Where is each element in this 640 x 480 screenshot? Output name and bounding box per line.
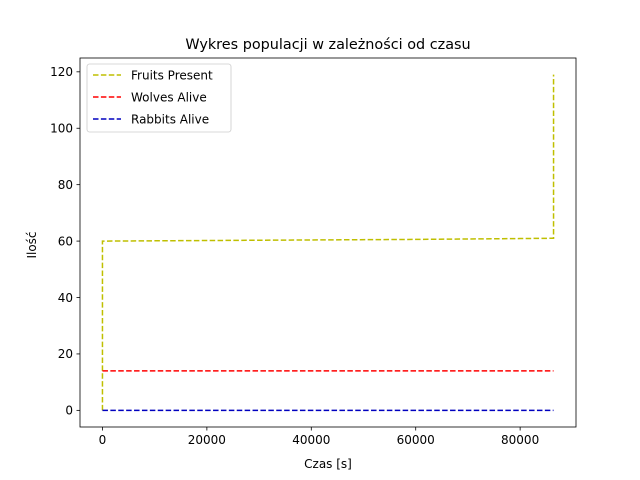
y-tick-label: 80 (58, 178, 73, 192)
x-tick-label: 20000 (188, 433, 226, 447)
y-tick-label: 40 (58, 291, 73, 305)
axes-frame (79, 57, 577, 428)
series-line-fruits-present (101, 74, 555, 411)
y-tick-label: 120 (50, 65, 73, 79)
y-tick-label: 0 (65, 404, 73, 418)
x-tick-label: 60000 (397, 433, 435, 447)
x-tick-label: 0 (99, 433, 107, 447)
x-axis-label: Czas [s] (304, 457, 352, 471)
y-tick-label: 20 (58, 347, 73, 361)
y-tick-label: 60 (58, 234, 73, 248)
y-axis-label: Ilość (25, 231, 39, 258)
x-tick-label: 80000 (501, 433, 539, 447)
legend-label: Wolves Alive (131, 91, 207, 105)
y-tick-label: 100 (50, 122, 73, 136)
legend-label: Fruits Present (131, 69, 213, 83)
legend-label: Rabbits Alive (131, 113, 209, 127)
legend-box (86, 63, 232, 133)
plot-area: 0 20000 40000 60000 80000 0 20 40 60 80 100 120 Frui… (50, 57, 577, 447)
x-tick-label: 40000 (292, 433, 330, 447)
chart-title: Wykres populacji w zależności od czasu (185, 37, 470, 53)
